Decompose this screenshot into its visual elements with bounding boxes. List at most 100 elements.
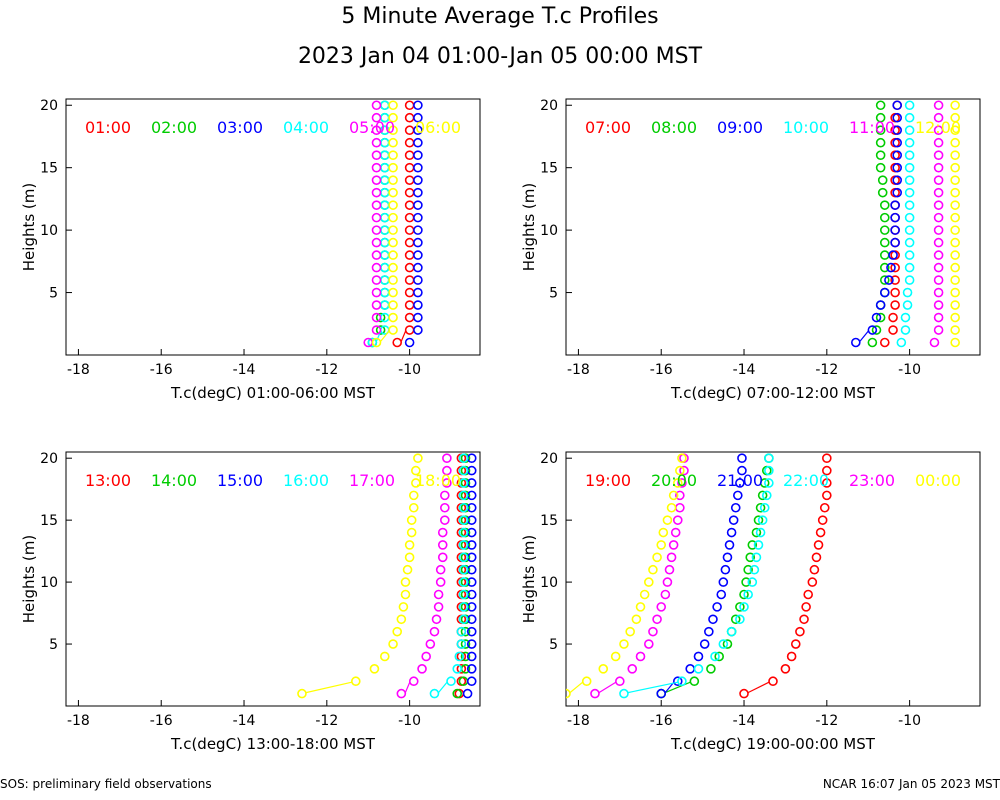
data-point <box>743 589 753 600</box>
data-point <box>933 312 944 323</box>
data-point <box>396 614 407 625</box>
x-tick-label: -12 <box>315 713 338 729</box>
legend-label: 22:00 <box>783 471 829 490</box>
data-point <box>933 200 944 210</box>
data-point <box>890 275 900 285</box>
x-tick-label: -16 <box>150 362 173 378</box>
data-point <box>371 175 382 185</box>
data-point <box>764 478 774 488</box>
data-point <box>388 287 398 298</box>
data-point <box>933 150 944 160</box>
data-point <box>900 312 911 323</box>
x-tick-label: -10 <box>398 713 421 729</box>
profile-segment <box>859 330 869 342</box>
data-point <box>662 515 673 525</box>
x-tick-label: -16 <box>650 362 673 378</box>
data-point <box>652 614 662 625</box>
data-point <box>950 187 960 198</box>
data-point <box>371 162 382 173</box>
data-point <box>433 589 444 600</box>
data-point <box>753 540 764 550</box>
data-point <box>896 337 907 348</box>
data-point <box>371 100 382 111</box>
data-point <box>875 312 886 323</box>
data-point <box>904 125 915 136</box>
data-point <box>413 275 423 285</box>
data-point <box>454 651 465 662</box>
data-point <box>433 602 444 612</box>
profile-segment <box>569 681 584 694</box>
data-point <box>890 212 900 223</box>
data-point <box>413 200 423 210</box>
data-point <box>388 187 398 198</box>
data-point <box>458 614 469 625</box>
data-point <box>950 112 960 123</box>
data-point <box>693 664 704 674</box>
data-point <box>408 490 419 501</box>
series-17:00 <box>396 453 452 699</box>
data-point <box>875 137 886 148</box>
data-point <box>761 490 772 501</box>
data-point <box>801 602 811 612</box>
data-point <box>757 490 768 501</box>
x-tick-label: -14 <box>733 713 756 729</box>
data-point <box>879 225 890 235</box>
data-point <box>886 262 896 273</box>
data-point <box>892 187 903 198</box>
data-point <box>452 664 463 674</box>
data-point <box>933 325 944 335</box>
series-09:00 <box>850 100 903 348</box>
data-point <box>411 465 421 476</box>
data-point <box>413 175 423 185</box>
data-point <box>875 125 886 136</box>
data-point <box>413 150 423 160</box>
data-point <box>904 162 915 173</box>
data-point <box>350 676 361 687</box>
data-point <box>635 602 646 612</box>
data-point <box>379 250 390 260</box>
data-point <box>904 262 915 273</box>
data-point <box>413 312 423 323</box>
data-point <box>413 453 423 463</box>
data-point <box>404 200 415 210</box>
x-tick-label: -16 <box>150 713 173 729</box>
data-point <box>759 478 770 488</box>
data-point <box>462 688 473 699</box>
data-point <box>440 515 450 525</box>
data-point <box>392 626 403 637</box>
data-point <box>404 162 415 173</box>
y-tick-label: 10 <box>40 223 58 239</box>
profile-segment <box>627 681 679 694</box>
data-point <box>413 112 423 123</box>
data-point <box>435 577 446 587</box>
data-point <box>656 602 667 612</box>
data-point <box>666 502 677 513</box>
legend-label: 20:00 <box>651 471 697 490</box>
legend-label: 11:00 <box>849 118 895 137</box>
legend-label: 08:00 <box>651 118 697 137</box>
data-point <box>950 225 960 235</box>
x-axis-label: T.c(degC) 19:00-00:00 MST <box>670 735 876 753</box>
data-point <box>371 187 382 198</box>
data-point <box>875 112 886 123</box>
data-point <box>722 552 733 563</box>
data-point <box>421 651 431 662</box>
legend-label: 10:00 <box>783 118 829 137</box>
panel-2: -18 -16 -14 -12 -10 5 10 15 20 T.c(degC) 07:00-12… <box>520 98 981 402</box>
data-point <box>404 540 415 550</box>
data-point <box>786 651 797 662</box>
x-tick-label: -14 <box>233 362 256 378</box>
data-point <box>417 664 427 674</box>
data-point <box>716 589 727 600</box>
data-point <box>442 478 452 488</box>
series-21:00 <box>656 453 747 699</box>
data-point <box>904 137 915 148</box>
legend-label: 04:00 <box>283 118 329 137</box>
data-point <box>668 540 679 550</box>
data-point <box>371 112 382 123</box>
y-tick-label: 20 <box>40 98 58 114</box>
data-point <box>822 478 832 488</box>
y-tick-label: 5 <box>549 637 558 653</box>
legend-label: 19:00 <box>585 471 631 490</box>
